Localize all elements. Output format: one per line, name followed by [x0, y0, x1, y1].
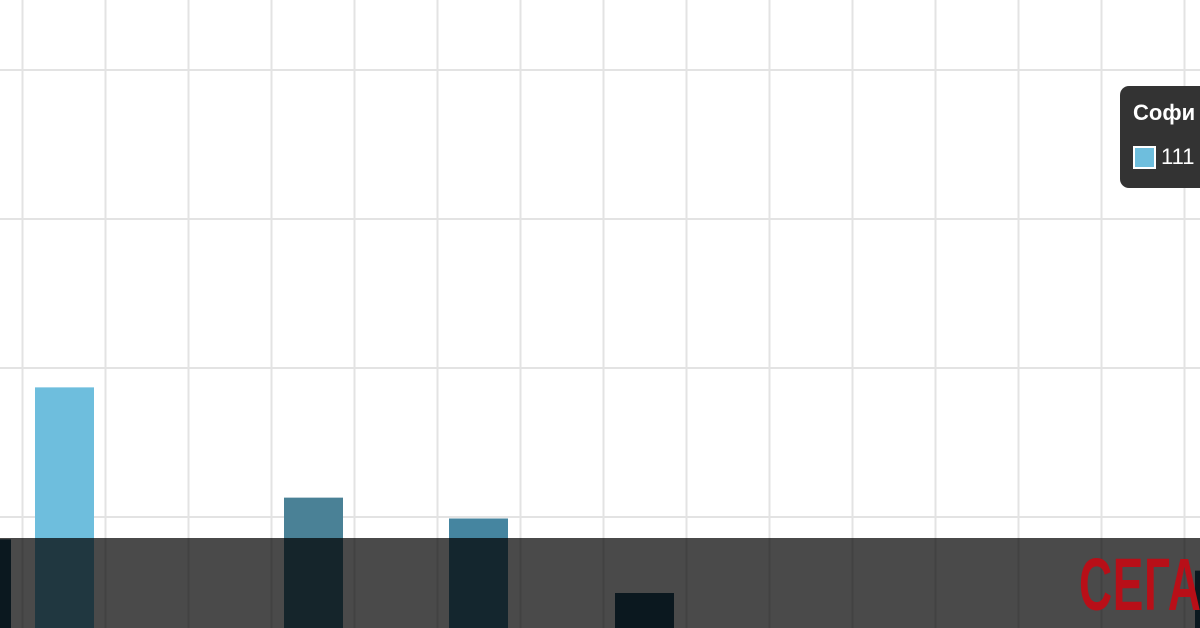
sega-logo: СЕГА — [1079, 543, 1200, 626]
tooltip-value: 111 — [1161, 144, 1195, 169]
chart-tooltip: Софи 111 — [1120, 86, 1200, 188]
tooltip-series-swatch — [1133, 146, 1156, 169]
bottom-banner-overlay — [0, 538, 1200, 628]
tooltip-title: Софи — [1133, 100, 1196, 125]
